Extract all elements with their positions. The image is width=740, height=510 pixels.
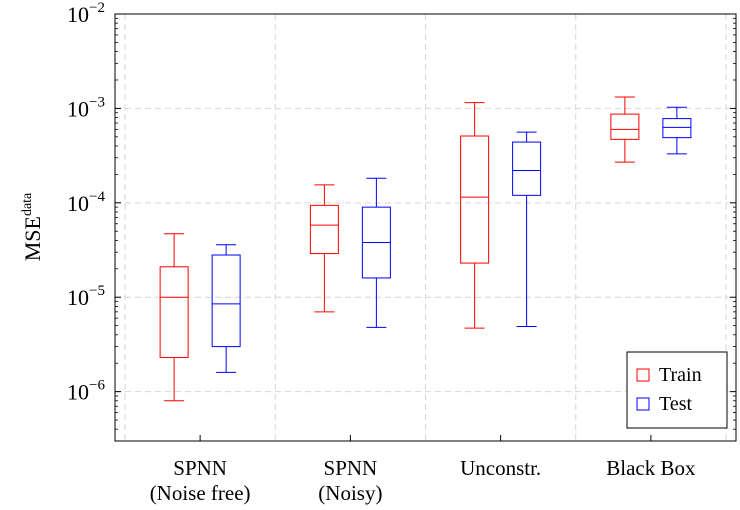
legend: Train Test — [626, 351, 728, 429]
x-tick-label-line1: SPNN — [173, 456, 227, 480]
y-tick-exponent: −6 — [89, 378, 105, 394]
boxes — [159, 96, 692, 402]
legend-frame — [626, 351, 728, 429]
legend-label-train: Train — [659, 364, 702, 386]
y-tick-label: 10−5 — [67, 283, 105, 310]
y-tick-base: 10 — [67, 191, 89, 216]
box-test-1 — [361, 177, 391, 328]
legend-label-test: Test — [659, 393, 692, 415]
grid-lines — [115, 14, 736, 441]
box-iqr — [662, 118, 692, 139]
box-test-3 — [662, 106, 692, 155]
y-tick-exponent: −4 — [89, 189, 105, 205]
y-axis-label-base: MSE — [20, 216, 45, 261]
box-iqr — [512, 141, 542, 196]
x-tick-label-line2: (Noise free) — [150, 481, 251, 505]
y-tick-exponent: −2 — [89, 0, 105, 16]
box-test-0 — [211, 244, 241, 373]
box-iqr — [460, 135, 490, 264]
y-tick-base: 10 — [67, 96, 89, 121]
y-tick-label: 10−3 — [67, 94, 105, 121]
y-axis-label: MSEdata — [20, 192, 45, 261]
y-tick-base: 10 — [67, 285, 89, 310]
y-axis-label-sup: data — [20, 192, 35, 216]
legend-swatch-train — [636, 368, 650, 382]
box-iqr — [211, 254, 241, 348]
x-tick-label-line1: Unconstr. — [460, 456, 541, 480]
legend-swatch-test — [636, 397, 650, 411]
box-iqr — [159, 266, 189, 358]
axis-ticks — [115, 13, 736, 442]
y-tick-label: 10−2 — [67, 0, 105, 27]
plot-area-frame — [114, 13, 737, 442]
box-test-2 — [512, 131, 542, 327]
x-tick-labels: SPNN(Noise free)SPNN(Noisy)Unconstr. Blac… — [150, 456, 696, 505]
box-train-3 — [610, 96, 640, 163]
box-iqr — [610, 113, 640, 140]
y-tick-label: 10−6 — [67, 378, 105, 405]
box-train-0 — [159, 233, 189, 402]
x-tick-label-line1: SPNN — [324, 456, 378, 480]
x-tick-label-line2: (Noisy) — [318, 481, 382, 505]
y-tick-exponent: −3 — [89, 94, 105, 110]
y-tick-exponent: −5 — [89, 283, 105, 299]
box-iqr — [309, 204, 339, 255]
y-tick-labels: 10−210−310−410−510−6 — [67, 0, 105, 405]
y-tick-base: 10 — [67, 380, 89, 405]
y-tick-label: 10−4 — [67, 189, 105, 216]
x-tick-label-line1: Black Box — [606, 456, 696, 480]
y-tick-base: 10 — [67, 2, 89, 27]
box-train-2 — [460, 102, 490, 329]
box-train-1 — [309, 184, 339, 313]
